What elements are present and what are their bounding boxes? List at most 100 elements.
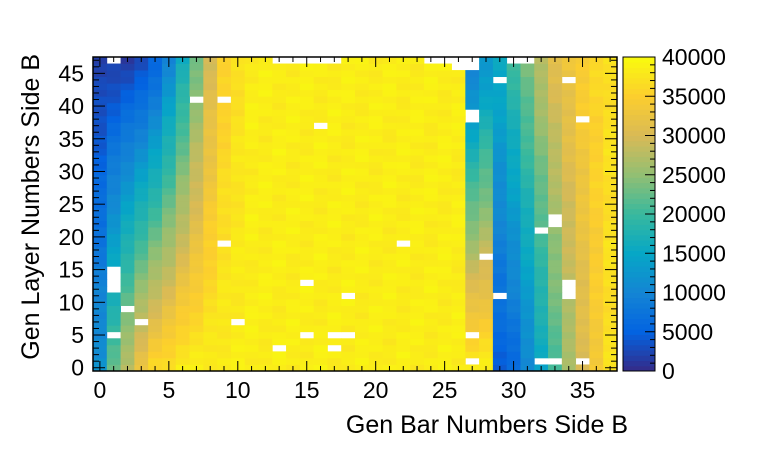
y-tick-label: 15 xyxy=(58,257,84,283)
heatmap-cell xyxy=(355,128,370,136)
heatmap-cell xyxy=(410,115,425,123)
heatmap-cell xyxy=(272,266,287,274)
heatmap-cell xyxy=(341,142,356,149)
heatmap-cell xyxy=(203,155,218,163)
heatmap-cell xyxy=(589,233,604,241)
heatmap-cell xyxy=(203,207,218,215)
heatmap-cell xyxy=(506,331,521,339)
heatmap-cell xyxy=(534,148,549,156)
heatmap-cell xyxy=(148,312,163,320)
heatmap-cell xyxy=(396,76,411,84)
heatmap-cell xyxy=(106,325,121,333)
heatmap-cell xyxy=(437,83,452,91)
heatmap-cell xyxy=(368,331,383,339)
heatmap-cell xyxy=(148,194,163,202)
heatmap-cell xyxy=(313,187,328,195)
heatmap-cell xyxy=(534,272,549,280)
heatmap-cell xyxy=(355,246,370,254)
heatmap-cell xyxy=(217,174,232,182)
heatmap-cell xyxy=(368,168,383,176)
heatmap-cell xyxy=(382,115,397,123)
heatmap-cell xyxy=(548,102,563,110)
heatmap-cell xyxy=(492,338,508,346)
heatmap-cell xyxy=(327,76,342,84)
heatmap-cell xyxy=(451,266,466,274)
heatmap-cell xyxy=(272,272,287,280)
heatmap-cell xyxy=(258,305,273,313)
heatmap-cell xyxy=(437,259,452,267)
heatmap-cell xyxy=(492,240,508,248)
heatmap-cell xyxy=(534,207,549,215)
heatmap-cell xyxy=(465,96,480,104)
heatmap-cell xyxy=(589,214,604,221)
heatmap-cell xyxy=(589,253,604,261)
heatmap-cell xyxy=(134,63,149,71)
heatmap-cell xyxy=(423,246,439,254)
heatmap-cell xyxy=(230,161,246,169)
heatmap-cell xyxy=(134,89,149,97)
heatmap-cell xyxy=(520,174,535,182)
heatmap-cell xyxy=(451,174,466,182)
heatmap-cell xyxy=(451,318,466,326)
heatmap-cell xyxy=(106,76,121,84)
heatmap-cell xyxy=(134,266,149,274)
heatmap-cell xyxy=(230,312,246,320)
heatmap-cell xyxy=(575,168,590,176)
heatmap-cell xyxy=(134,148,149,156)
heatmap-cell xyxy=(148,357,163,365)
heatmap-cell xyxy=(120,253,135,261)
heatmap-cell xyxy=(161,168,177,176)
color-scale-step xyxy=(623,98,655,105)
x-tick-label: 5 xyxy=(162,377,175,403)
heatmap-cell xyxy=(272,331,287,339)
heatmap-cell xyxy=(575,312,590,320)
heatmap-cell xyxy=(341,89,356,97)
heatmap-cell xyxy=(423,70,439,78)
heatmap-cell xyxy=(106,135,121,143)
heatmap-cell xyxy=(313,161,328,169)
heatmap-cell xyxy=(148,102,163,110)
heatmap-cell xyxy=(575,227,590,235)
heatmap-cell xyxy=(479,214,494,221)
heatmap-cell xyxy=(437,200,452,208)
heatmap-cell xyxy=(286,181,301,189)
heatmap-cell xyxy=(451,299,466,306)
heatmap-cell xyxy=(286,227,301,235)
heatmap-cell xyxy=(120,109,135,117)
color-scale-step xyxy=(623,308,655,314)
heatmap-cell xyxy=(368,155,383,163)
heatmap-cell xyxy=(341,272,356,280)
heatmap-cell xyxy=(396,292,411,300)
heatmap-cell xyxy=(492,344,508,352)
heatmap-cell xyxy=(382,135,397,143)
heatmap-cell xyxy=(396,220,411,228)
heatmap-cell xyxy=(244,325,259,333)
heatmap-cell xyxy=(355,299,370,306)
heatmap-cell xyxy=(120,102,135,110)
heatmap-cell xyxy=(465,142,480,149)
heatmap-cell xyxy=(106,115,121,123)
heatmap-cell xyxy=(355,174,370,182)
heatmap-cell xyxy=(134,357,149,365)
heatmap-cell xyxy=(230,246,246,254)
heatmap-cell xyxy=(106,148,121,156)
heatmap-cell xyxy=(603,115,618,123)
heatmap-cell xyxy=(175,109,190,117)
heatmap-cell xyxy=(203,115,218,123)
heatmap-cell xyxy=(299,266,315,274)
heatmap-cell xyxy=(396,187,411,195)
heatmap-cell xyxy=(313,292,328,300)
heatmap-cell xyxy=(355,279,370,287)
heatmap-cell xyxy=(106,187,121,195)
heatmap-cell xyxy=(189,220,204,228)
heatmap-cell xyxy=(589,168,604,176)
heatmap-cell xyxy=(368,122,383,130)
heatmap-cell xyxy=(313,128,328,136)
heatmap-cell xyxy=(120,357,135,365)
heatmap-cell xyxy=(148,161,163,169)
heatmap-cell xyxy=(506,325,521,333)
heatmap-cell xyxy=(244,214,259,221)
heatmap-cell xyxy=(382,227,397,235)
heatmap-cell xyxy=(134,135,149,143)
